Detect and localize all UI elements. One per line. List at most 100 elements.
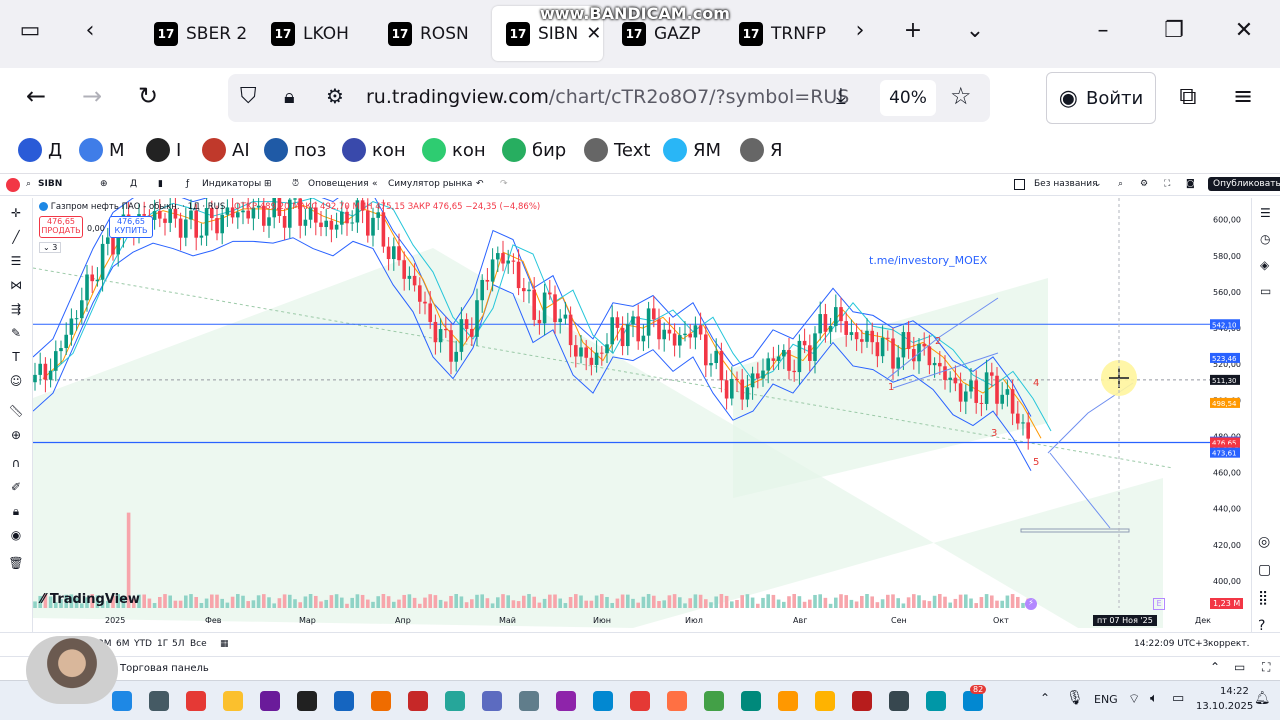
taskbar-app-icon[interactable] — [815, 691, 835, 711]
taskbar-app-icon[interactable] — [556, 691, 576, 711]
snapshot-icon[interactable]: ◙ — [1186, 179, 1195, 189]
wave-label[interactable]: 2 — [935, 336, 941, 347]
taskbar-app-icon[interactable] — [852, 691, 872, 711]
bookmark-item[interactable]: бир — [502, 138, 566, 162]
earnings-marker-icon[interactable]: E — [1153, 598, 1165, 610]
chat-icon[interactable]: ▭ — [1260, 284, 1272, 298]
tab-scroll-left-icon[interactable]: ‹ — [85, 18, 95, 43]
taskbar-app-icon[interactable] — [186, 691, 206, 711]
help-icon[interactable]: ? — [1258, 618, 1266, 634]
taskbar-app-icon[interactable] — [297, 691, 317, 711]
fullscreen-icon[interactable]: ⛶ — [1164, 179, 1171, 189]
projection-arrow[interactable] — [887, 297, 999, 379]
close-tab-icon[interactable]: ✕ — [586, 23, 602, 44]
replay-button[interactable]: Симулятор рынка — [388, 179, 473, 189]
indicators-button[interactable]: Индикаторы — [202, 179, 262, 189]
channel-midline[interactable] — [32, 267, 1174, 469]
emoji-tool-icon[interactable]: ☺ — [9, 374, 23, 388]
descending-channel[interactable] — [33, 248, 1163, 678]
date-range-icon[interactable]: ▦ — [220, 639, 229, 649]
panel-fullscreen-icon[interactable]: ⛶ — [1262, 660, 1271, 674]
taskbar-app-icon[interactable] — [926, 691, 946, 711]
buy-button[interactable]: 476,65 КУПИТЬ — [109, 216, 153, 238]
taskbar-app-icon[interactable] — [741, 691, 761, 711]
volume-icon[interactable]: 🔈︎ — [1150, 691, 1158, 706]
projection-arrow-down[interactable] — [1049, 452, 1111, 529]
adjust-toggle[interactable]: коррект. — [1208, 639, 1250, 649]
taskbar-app-icon[interactable] — [519, 691, 539, 711]
brush-tool-icon[interactable]: ✎ — [10, 326, 22, 340]
layout-checkbox[interactable] — [1014, 179, 1025, 190]
event-marker-icon[interactable]: ⚡ — [1025, 598, 1037, 610]
taskbar-app-icon[interactable] — [371, 691, 391, 711]
wave-label[interactable]: 4 — [1033, 378, 1039, 389]
lock-icon[interactable]: 🔒︎ — [284, 84, 295, 108]
hide-drawings-icon[interactable]: ◉ — [10, 528, 22, 542]
tab-gazp[interactable]: 17 GAZP — [608, 6, 701, 61]
panel-maximize-icon[interactable]: ▭ — [1234, 660, 1246, 674]
url-text[interactable]: ru.tradingview.com/chart/cTR2o8O7/?symbo… — [366, 86, 850, 108]
prediction-tool-icon[interactable]: ⇶ — [10, 302, 22, 316]
taskbar-app-icon[interactable] — [482, 691, 502, 711]
redo-icon[interactable]: ↷ — [500, 179, 508, 189]
taskbar-app-icon[interactable] — [445, 691, 465, 711]
start-menu-icon[interactable] — [112, 691, 132, 711]
bookmark-item[interactable]: кон — [422, 138, 486, 162]
watchlist-icon[interactable]: ☰ — [1260, 206, 1271, 220]
lock-drawings-icon[interactable]: 🔒︎ — [12, 504, 20, 518]
bookmark-item[interactable]: Text — [584, 138, 650, 162]
taskbar-app-icon[interactable] — [630, 691, 650, 711]
trading-panel-label[interactable]: Торговая панель — [120, 663, 209, 674]
tab-rosn[interactable]: 17 ROSN — [374, 6, 469, 61]
range-button[interactable]: 6М — [116, 639, 130, 649]
forward-icon[interactable]: → — [81, 82, 103, 110]
battery-icon[interactable]: ▭ — [1172, 691, 1185, 706]
taskbar-date[interactable]: 13.10.2025 — [1196, 701, 1254, 712]
download-icon[interactable]: ⤓ — [836, 84, 846, 109]
taskbar-app-icon[interactable] — [667, 691, 687, 711]
bookmark-star-icon[interactable]: ☆ — [950, 82, 972, 110]
shield-icon[interactable]: ⛉ — [240, 84, 257, 109]
minimize-icon[interactable]: – — [1097, 18, 1109, 43]
wave-label[interactable]: 3 — [991, 428, 997, 439]
remove-drawings-icon[interactable]: 🗑︎ — [8, 556, 24, 570]
pattern-tool-icon[interactable]: ⋈ — [10, 278, 22, 292]
bookmark-item[interactable]: Я — [740, 138, 783, 162]
permissions-icon[interactable]: ⚙︎ — [326, 84, 344, 108]
bookmark-item[interactable]: М — [79, 138, 125, 162]
bookmark-item[interactable]: AI — [202, 138, 250, 162]
indicators-collapse[interactable]: ⌄ 3 — [39, 242, 62, 253]
alerts-button[interactable]: Оповещения — [308, 179, 369, 189]
settings-icon[interactable]: ⚙ — [1140, 179, 1149, 189]
fib-tool-icon[interactable]: ☰ — [10, 254, 22, 268]
microphone-icon[interactable]: 🎙︎ — [1066, 690, 1084, 706]
annotation-text[interactable]: t.me/investory_MOEX — [869, 254, 988, 267]
draw-mode-icon[interactable]: ✐ — [10, 480, 22, 494]
taskbar-app-icon[interactable] — [334, 691, 354, 711]
target-icon[interactable]: ◎ — [1258, 534, 1271, 550]
magnet-tool-icon[interactable]: ∩ — [11, 456, 21, 470]
bell-icon[interactable]: ▢ — [1258, 562, 1272, 578]
wave-label[interactable]: 5 — [1033, 457, 1039, 468]
interval-selector[interactable]: Д — [130, 179, 138, 189]
taskbar-app-icon[interactable] — [260, 691, 280, 711]
clock-time[interactable]: 14:22:09 UTC+3 — [1134, 639, 1209, 649]
sell-button[interactable]: 476,65 ПРОДАТЬ — [39, 216, 83, 238]
crosshair-tool-icon[interactable]: ✛ — [10, 206, 22, 220]
layers-icon[interactable]: ◈ — [1260, 258, 1270, 272]
extensions-icon[interactable]: ⧉ — [1179, 82, 1197, 110]
layout-chevron-icon[interactable]: ⌄ — [1094, 179, 1102, 189]
tab-list-chevron-icon[interactable]: ⌄ — [965, 18, 985, 43]
compare-icon[interactable]: ⊕ — [100, 179, 108, 189]
templates-icon[interactable]: ⊞ — [264, 179, 272, 189]
tray-chevron-icon[interactable]: ⌃ — [1040, 691, 1051, 705]
notifications-icon[interactable]: 🔔︎ — [1254, 691, 1271, 706]
zoom-level[interactable]: 40% — [880, 80, 936, 116]
taskbar-app-icon[interactable] — [889, 691, 909, 711]
wifi-icon[interactable]: ⌔ — [1128, 692, 1141, 707]
reload-icon[interactable]: ↻ — [137, 82, 159, 110]
range-button[interactable]: YTD — [134, 639, 152, 649]
alerts-clock-icon[interactable]: ◷ — [1260, 232, 1271, 246]
undo-icon[interactable]: ↶ — [476, 179, 484, 189]
